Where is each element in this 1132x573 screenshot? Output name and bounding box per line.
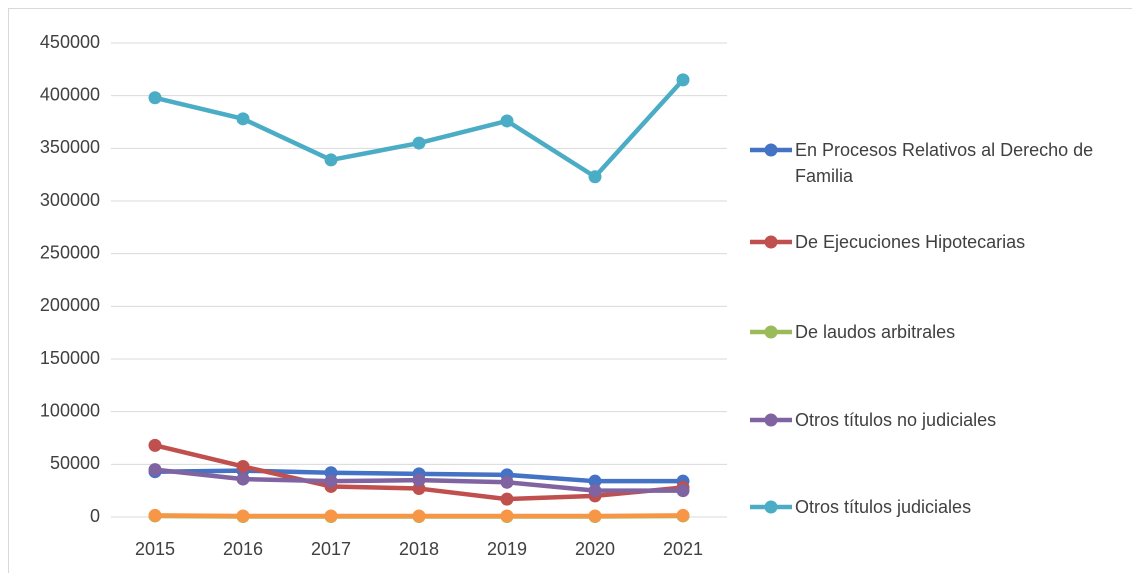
x-tick-label: 2021 — [663, 539, 703, 559]
legend-label: Otros títulos judiciales — [795, 497, 972, 517]
point — [588, 170, 602, 184]
x-tick-label: 2015 — [135, 539, 175, 559]
x-tick-label: 2016 — [223, 539, 263, 559]
series-line — [154, 78, 685, 180]
point — [500, 114, 514, 128]
point — [412, 136, 426, 150]
point — [236, 112, 250, 126]
point — [148, 508, 162, 522]
point — [324, 509, 338, 523]
legend-marker — [764, 500, 778, 514]
point — [588, 484, 602, 498]
y-tick-label: 350000 — [40, 137, 100, 157]
x-tick-label: 2017 — [311, 539, 351, 559]
legend-label: En Procesos Relativos al Derecho de Fami… — [795, 140, 1094, 186]
y-tick-label: 250000 — [40, 242, 100, 262]
legend-marker — [764, 325, 778, 339]
point — [236, 509, 250, 523]
point — [500, 475, 514, 489]
legend-marker — [764, 143, 778, 157]
point — [324, 153, 338, 167]
point — [500, 492, 514, 506]
y-tick-label: 100000 — [40, 400, 100, 420]
y-tick-label: 400000 — [40, 84, 100, 104]
point — [236, 459, 250, 473]
x-tick-label: 2020 — [575, 539, 615, 559]
y-tick-label: 300000 — [40, 190, 100, 210]
point — [676, 508, 690, 522]
y-tick-label: 150000 — [40, 348, 100, 368]
legend-label: De laudos arbitrales — [795, 322, 956, 342]
point — [148, 463, 162, 477]
point — [324, 474, 338, 488]
point — [412, 473, 426, 487]
legend-marker — [764, 413, 778, 427]
legend-label: Otros títulos no judiciales — [795, 410, 997, 430]
point — [676, 484, 690, 498]
point — [588, 509, 602, 523]
point — [236, 472, 250, 486]
y-tick-label: 50000 — [50, 453, 100, 473]
legend-label: De Ejecuciones Hipotecarias — [795, 232, 1026, 252]
point — [500, 509, 514, 523]
point — [412, 509, 426, 523]
chart-border — [8, 8, 1132, 573]
point — [148, 438, 162, 452]
point — [588, 474, 602, 488]
y-tick-label: 450000 — [40, 32, 100, 52]
legend-marker — [764, 235, 778, 249]
y-tick-label: 0 — [90, 506, 100, 526]
x-tick-label: 2018 — [399, 539, 439, 559]
point — [676, 73, 690, 87]
y-tick-label: 200000 — [40, 295, 100, 315]
x-tick-label: 2019 — [487, 539, 527, 559]
point — [148, 91, 162, 105]
